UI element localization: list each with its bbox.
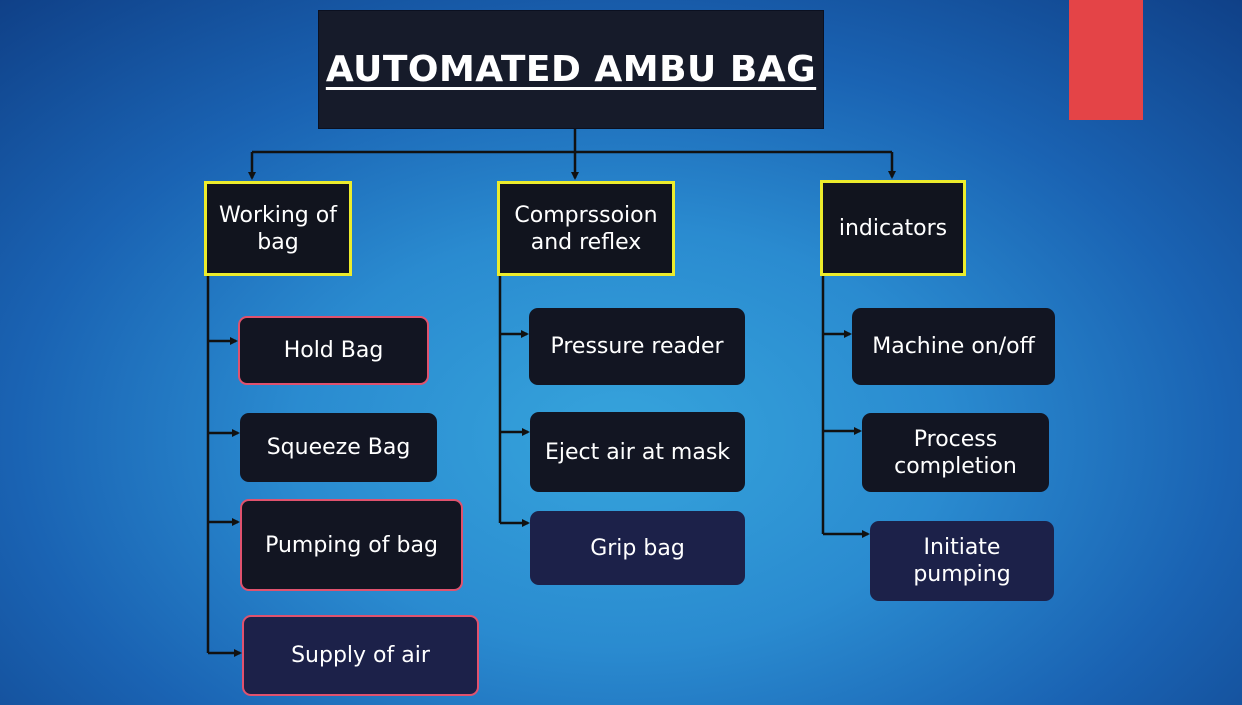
category-compression-and-reflex: Comprssoion and reflex [497, 181, 675, 276]
item-hold-bag: Hold Bag [238, 316, 429, 385]
item-label: Process completion [894, 426, 1017, 479]
category-working-of-bag: Working of bag [204, 181, 352, 276]
item-process-completion: Process completion [862, 413, 1049, 492]
category-label: Working of bag [219, 202, 337, 255]
title-box: AUTOMATED AMBU BAG [318, 10, 824, 129]
diagram-title: AUTOMATED AMBU BAG [325, 49, 817, 90]
item-initiate-pumping: Initiate pumping [870, 521, 1054, 601]
category-label: indicators [838, 215, 948, 241]
category-indicators: indicators [820, 180, 966, 276]
category-label: Comprssoion and reflex [514, 202, 658, 255]
item-squeeze-bag: Squeeze Bag [240, 413, 437, 482]
item-label: Pumping of bag [265, 532, 438, 558]
item-grip-bag: Grip bag [530, 511, 745, 585]
item-label: Hold Bag [283, 338, 384, 363]
accent-block [1069, 0, 1143, 120]
item-label: Grip bag [590, 535, 685, 561]
item-label: Machine on/off [872, 334, 1035, 359]
item-label: Initiate pumping [913, 535, 1011, 587]
item-supply-of-air: Supply of air [242, 615, 479, 696]
item-label: Eject air at mask [544, 439, 731, 465]
item-pumping-of-bag: Pumping of bag [240, 499, 463, 591]
item-label: Pressure reader [550, 334, 724, 359]
item-label: Supply of air [291, 643, 430, 668]
item-eject-air-at-mask: Eject air at mask [530, 412, 745, 492]
item-machine-on-off: Machine on/off [852, 308, 1055, 385]
item-label: Squeeze Bag [266, 435, 411, 460]
item-pressure-reader: Pressure reader [529, 308, 745, 385]
